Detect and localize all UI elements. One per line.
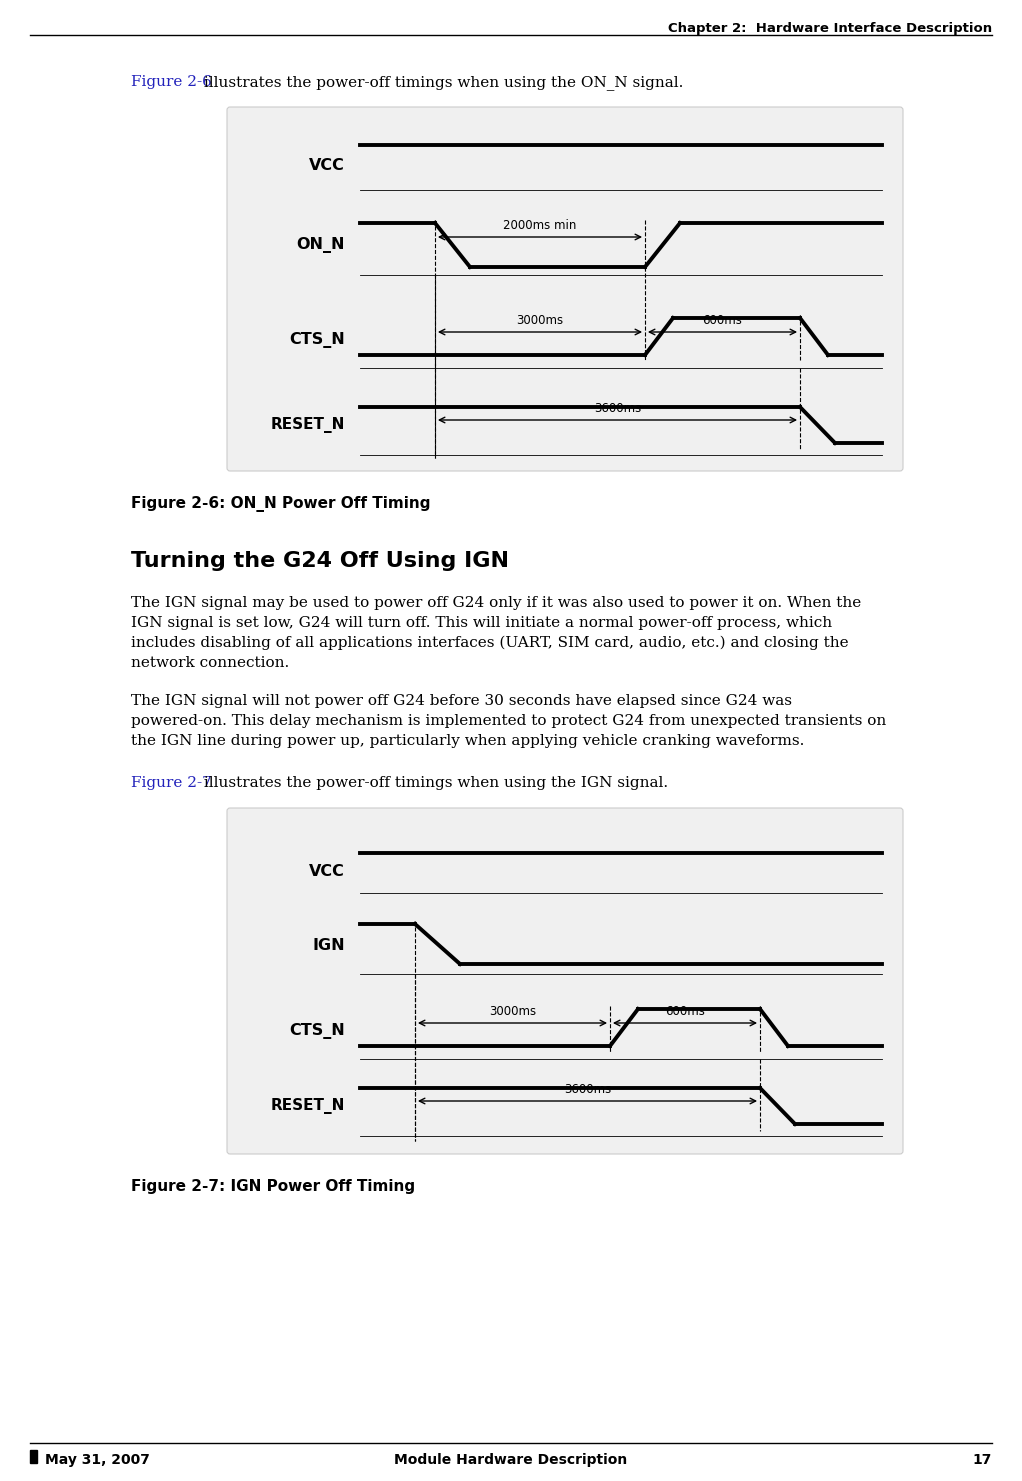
Text: VCC: VCC — [309, 157, 345, 172]
Text: 2000ms min: 2000ms min — [503, 219, 576, 233]
Text: 3600ms: 3600ms — [564, 1083, 611, 1096]
FancyBboxPatch shape — [227, 107, 903, 471]
Text: 600ms: 600ms — [702, 314, 742, 327]
Text: the IGN line during power up, particularly when applying vehicle cranking wavefo: the IGN line during power up, particular… — [131, 735, 804, 748]
Text: Figure 2-6: ON_N Power Off Timing: Figure 2-6: ON_N Power Off Timing — [131, 496, 430, 512]
Text: CTS_N: CTS_N — [289, 332, 345, 348]
Bar — [30, 1450, 37, 1463]
Text: VCC: VCC — [309, 863, 345, 878]
Text: 600ms: 600ms — [665, 1006, 705, 1017]
Text: The IGN signal will not power off G24 before 30 seconds have elapsed since G24 w: The IGN signal will not power off G24 be… — [131, 695, 792, 708]
Text: May 31, 2007: May 31, 2007 — [45, 1453, 150, 1468]
Text: 3000ms: 3000ms — [489, 1006, 537, 1017]
Text: Figure 2-7: IGN Power Off Timing: Figure 2-7: IGN Power Off Timing — [131, 1179, 415, 1194]
Text: Module Hardware Description: Module Hardware Description — [394, 1453, 628, 1468]
Text: network connection.: network connection. — [131, 656, 289, 669]
Text: CTS_N: CTS_N — [289, 1023, 345, 1040]
Text: Turning the G24 Off Using IGN: Turning the G24 Off Using IGN — [131, 551, 509, 572]
Text: RESET_N: RESET_N — [271, 418, 345, 432]
Text: Figure 2-6: Figure 2-6 — [131, 76, 212, 89]
FancyBboxPatch shape — [227, 809, 903, 1154]
Text: includes disabling of all applications interfaces (UART, SIM card, audio, etc.) : includes disabling of all applications i… — [131, 635, 848, 650]
Text: RESET_N: RESET_N — [271, 1097, 345, 1114]
Text: IGN signal is set low, G24 will turn off. This will initiate a normal power-off : IGN signal is set low, G24 will turn off… — [131, 616, 832, 629]
Text: IGN: IGN — [313, 939, 345, 954]
Text: illustrates the power-off timings when using the ON_N signal.: illustrates the power-off timings when u… — [199, 76, 684, 90]
Text: 17: 17 — [973, 1453, 992, 1468]
Text: illustrates the power-off timings when using the IGN signal.: illustrates the power-off timings when u… — [199, 776, 668, 789]
Text: 3600ms: 3600ms — [594, 401, 641, 415]
Text: 3000ms: 3000ms — [516, 314, 563, 327]
Text: The IGN signal may be used to power off G24 only if it was also used to power it: The IGN signal may be used to power off … — [131, 595, 862, 610]
Text: Chapter 2:  Hardware Interface Description: Chapter 2: Hardware Interface Descriptio… — [667, 22, 992, 36]
Text: ON_N: ON_N — [296, 237, 345, 253]
Text: Figure 2-7: Figure 2-7 — [131, 776, 212, 789]
Text: powered-on. This delay mechanism is implemented to protect G24 from unexpected t: powered-on. This delay mechanism is impl… — [131, 714, 886, 729]
